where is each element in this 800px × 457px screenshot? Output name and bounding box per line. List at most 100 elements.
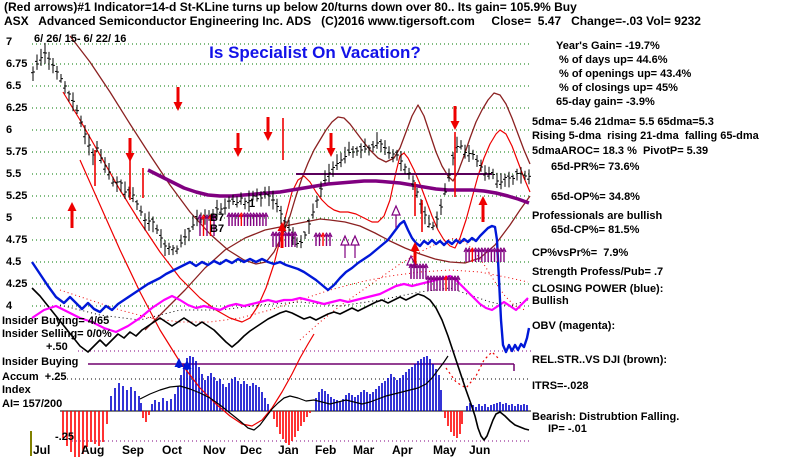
indicator-label: -.25 xyxy=(55,431,74,443)
buy-arrow-icon xyxy=(410,242,420,251)
hatch-arrowhead xyxy=(323,232,330,238)
x-axis-month: Dec xyxy=(240,443,263,457)
y-axis-tick: 5.75 xyxy=(6,146,28,158)
upper-band-red xyxy=(62,91,531,323)
hatch-arrowhead xyxy=(313,232,319,238)
lower-band-brown xyxy=(144,195,531,331)
y-axis-tick: 6.5 xyxy=(6,80,22,92)
indicator-label: Accum +.25 xyxy=(2,371,67,383)
red-dotted-hook xyxy=(445,351,501,389)
hatch-arrowhead xyxy=(207,214,214,220)
buy-arrow-icon xyxy=(277,222,287,231)
sell-arrow-icon xyxy=(125,153,135,162)
obv-line xyxy=(31,274,529,334)
hatch-arrowhead xyxy=(316,232,323,238)
stat-line: 5dma= 5.46 21dma= 5.5 65dma=5.3 xyxy=(532,116,714,128)
y-axis-tick: 5 xyxy=(6,212,13,224)
stat-line: Professionals are bullish xyxy=(532,210,663,222)
y-axis-tick: 6.75 xyxy=(6,58,28,70)
black-dotted-ma xyxy=(59,287,529,321)
stat-line: IP= -.01 xyxy=(548,423,587,435)
sell-arrow-icon xyxy=(233,148,243,157)
stat-line: CP%vsPr%= 7.9% xyxy=(532,247,629,259)
stat-line: Bullish xyxy=(532,295,569,307)
buy-arrow-icon xyxy=(478,196,488,205)
indicator-label: Insider Buying xyxy=(2,356,79,368)
hatch-arrowhead xyxy=(423,263,429,269)
stat-line: ITRS=-.028 xyxy=(532,380,589,392)
hatch-arrowhead xyxy=(211,214,217,220)
sell-arrow-icon xyxy=(450,121,460,130)
sell-arrow-icon xyxy=(263,132,273,141)
hatch-arrowhead xyxy=(292,231,298,237)
y-axis-tick: 4 xyxy=(6,300,13,312)
stat-line: REL.STR..VS DJI (brown): xyxy=(532,354,668,366)
ma65-line xyxy=(147,168,530,205)
hatch-arrowhead xyxy=(263,212,269,218)
y-axis-tick: 5.25 xyxy=(6,190,28,202)
x-axis-month: Mar xyxy=(353,443,375,457)
chart-annotation: 1 xyxy=(249,198,255,210)
y-axis-tick: 7 xyxy=(6,36,13,48)
hatch-arrowhead xyxy=(204,214,210,220)
y-axis-tick: 4.5 xyxy=(6,256,22,268)
relative-strength-line xyxy=(31,287,530,441)
y-axis-tick: 4.25 xyxy=(6,278,28,290)
hatch-arrowhead xyxy=(501,247,507,253)
sell-arrow-icon xyxy=(173,102,183,111)
stat-line: % of closings up= 45% xyxy=(559,82,678,94)
x-axis-month: Jun xyxy=(469,443,491,457)
x-axis-month: Nov xyxy=(203,443,226,457)
lower-band-red xyxy=(79,159,315,427)
ai-moving-average xyxy=(139,355,449,431)
closing-power-line xyxy=(31,219,531,354)
sell-arrow-icon xyxy=(326,148,336,157)
stat-line: 5dmaAROC= 18.3 % PivotP= 5.39 xyxy=(532,145,709,157)
page-title: Is Specialist On Vacation? xyxy=(209,43,421,62)
y-axis-tick: 6.25 xyxy=(6,102,28,114)
y-axis-tick: 6 xyxy=(6,124,13,136)
stat-line: % of days up= 44.6% xyxy=(559,54,668,66)
hatch-arrowhead xyxy=(320,232,326,238)
x-axis-month: Apr xyxy=(392,443,413,457)
hatch-arrowhead xyxy=(200,214,207,220)
x-axis-month: Sep xyxy=(122,443,145,457)
stat-line: Strength Profess/Pub= .7 xyxy=(532,266,664,278)
chart-annotation: B7 xyxy=(210,223,224,235)
x-axis-month: Aug xyxy=(81,443,105,457)
stat-line: % of openings up= 43.4% xyxy=(559,68,692,80)
indicator-label: Index xyxy=(2,384,31,396)
indicator-label: Insider Buying= 4/65 xyxy=(2,315,110,327)
accumulation-arrow-icon xyxy=(350,234,360,246)
y-axis-tick: 4.75 xyxy=(6,234,28,246)
stat-line: 65-day gain= -3.9% xyxy=(556,96,655,108)
stat-line: 65d-CP%= 81.5% xyxy=(551,224,640,236)
indicator-label: +.50 xyxy=(46,341,68,353)
x-axis-month: Feb xyxy=(315,443,337,457)
hatch-arrowhead xyxy=(197,214,203,220)
upper-band-brown xyxy=(69,35,531,265)
insider-buy-arrow-icon xyxy=(182,360,192,369)
date-range-label: 6/ 26/ 15- 6/ 22/ 16 xyxy=(34,33,127,45)
y-axis-tick: 5.5 xyxy=(6,168,22,180)
x-axis-month: Jul xyxy=(33,443,51,457)
stat-line: 65d-OP%= 34.8% xyxy=(551,191,640,203)
stat-line: OBV (magenta): xyxy=(532,320,616,332)
chart-annotation: B7 xyxy=(210,212,224,224)
stat-line: Rising 5-dma rising 21-dma falling 65-dm… xyxy=(532,130,759,142)
buy-arrow-icon xyxy=(67,202,77,211)
x-axis-month: Oct xyxy=(162,443,183,457)
accumulation-arrow-icon xyxy=(391,204,401,216)
header-ticker-line: ASX Advanced Semiconductor Engineering I… xyxy=(4,14,701,28)
hatch-arrowhead xyxy=(327,232,333,238)
stat-line: Bearish: Distrubtion Falling. xyxy=(532,411,680,423)
stat-line: Year's Gain= -19.7% xyxy=(556,40,660,52)
header-indicator-line: (Red arrows)#1 Indicator=14-d St-KLine t… xyxy=(4,0,577,14)
x-axis-month: Jan xyxy=(278,443,299,457)
stat-line: 65d-PR%= 73.6% xyxy=(551,161,640,173)
stat-line: CLOSING POWER (blue): xyxy=(532,283,664,295)
insider-buy-arrow-icon xyxy=(174,358,184,367)
hatch-arrowhead xyxy=(455,275,461,281)
